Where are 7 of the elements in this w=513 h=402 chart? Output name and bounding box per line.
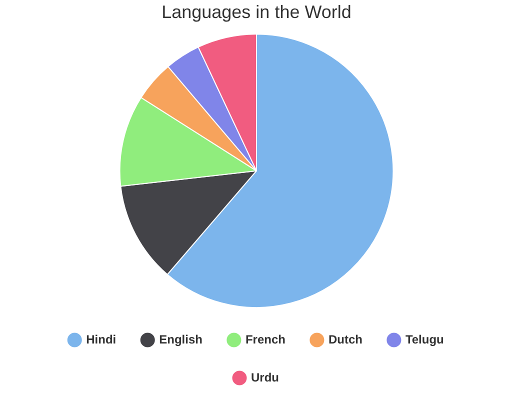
legend-label: Hindi [86,332,116,346]
legend-label: Telugu [405,332,444,346]
legend-label: English [159,332,202,346]
legend-label: French [245,332,286,346]
legend-label: Urdu [251,370,279,384]
legend-label: Dutch [328,332,362,346]
chart-title: Languages in the World [162,2,352,22]
